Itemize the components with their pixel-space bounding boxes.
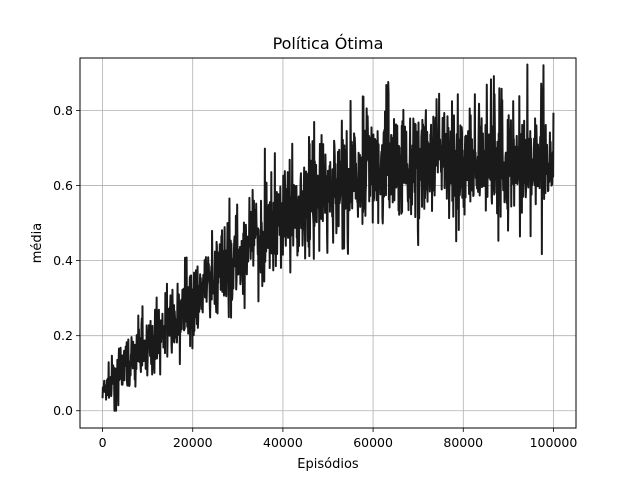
y-tick-label: 0.6: [53, 178, 73, 193]
y-axis-label: média: [30, 223, 45, 264]
chart-title: Política Ótima: [273, 34, 384, 53]
axes-frame: [79, 57, 577, 429]
y-tick-label: 0.8: [53, 103, 73, 118]
x-tick-label: 0: [99, 435, 107, 450]
y-tick-label: 0.0: [53, 403, 73, 418]
x-tick-label: 60000: [353, 435, 393, 450]
y-tick-label: 0.4: [53, 253, 73, 268]
y-tick-label: 0.2: [53, 328, 73, 343]
x-tick-label: 40000: [263, 435, 303, 450]
plot-area: [101, 63, 555, 412]
series-line: [101, 63, 555, 412]
x-axis-label: Episódios: [297, 457, 359, 472]
x-tick-label: 20000: [173, 435, 213, 450]
axis-ticks: 0 20000 40000 60000 80000 100000 0.0 0.2 0.4 0.6 0…: [53, 103, 577, 450]
x-tick-label: 100000: [530, 435, 578, 450]
x-tick-label: 80000: [443, 435, 483, 450]
